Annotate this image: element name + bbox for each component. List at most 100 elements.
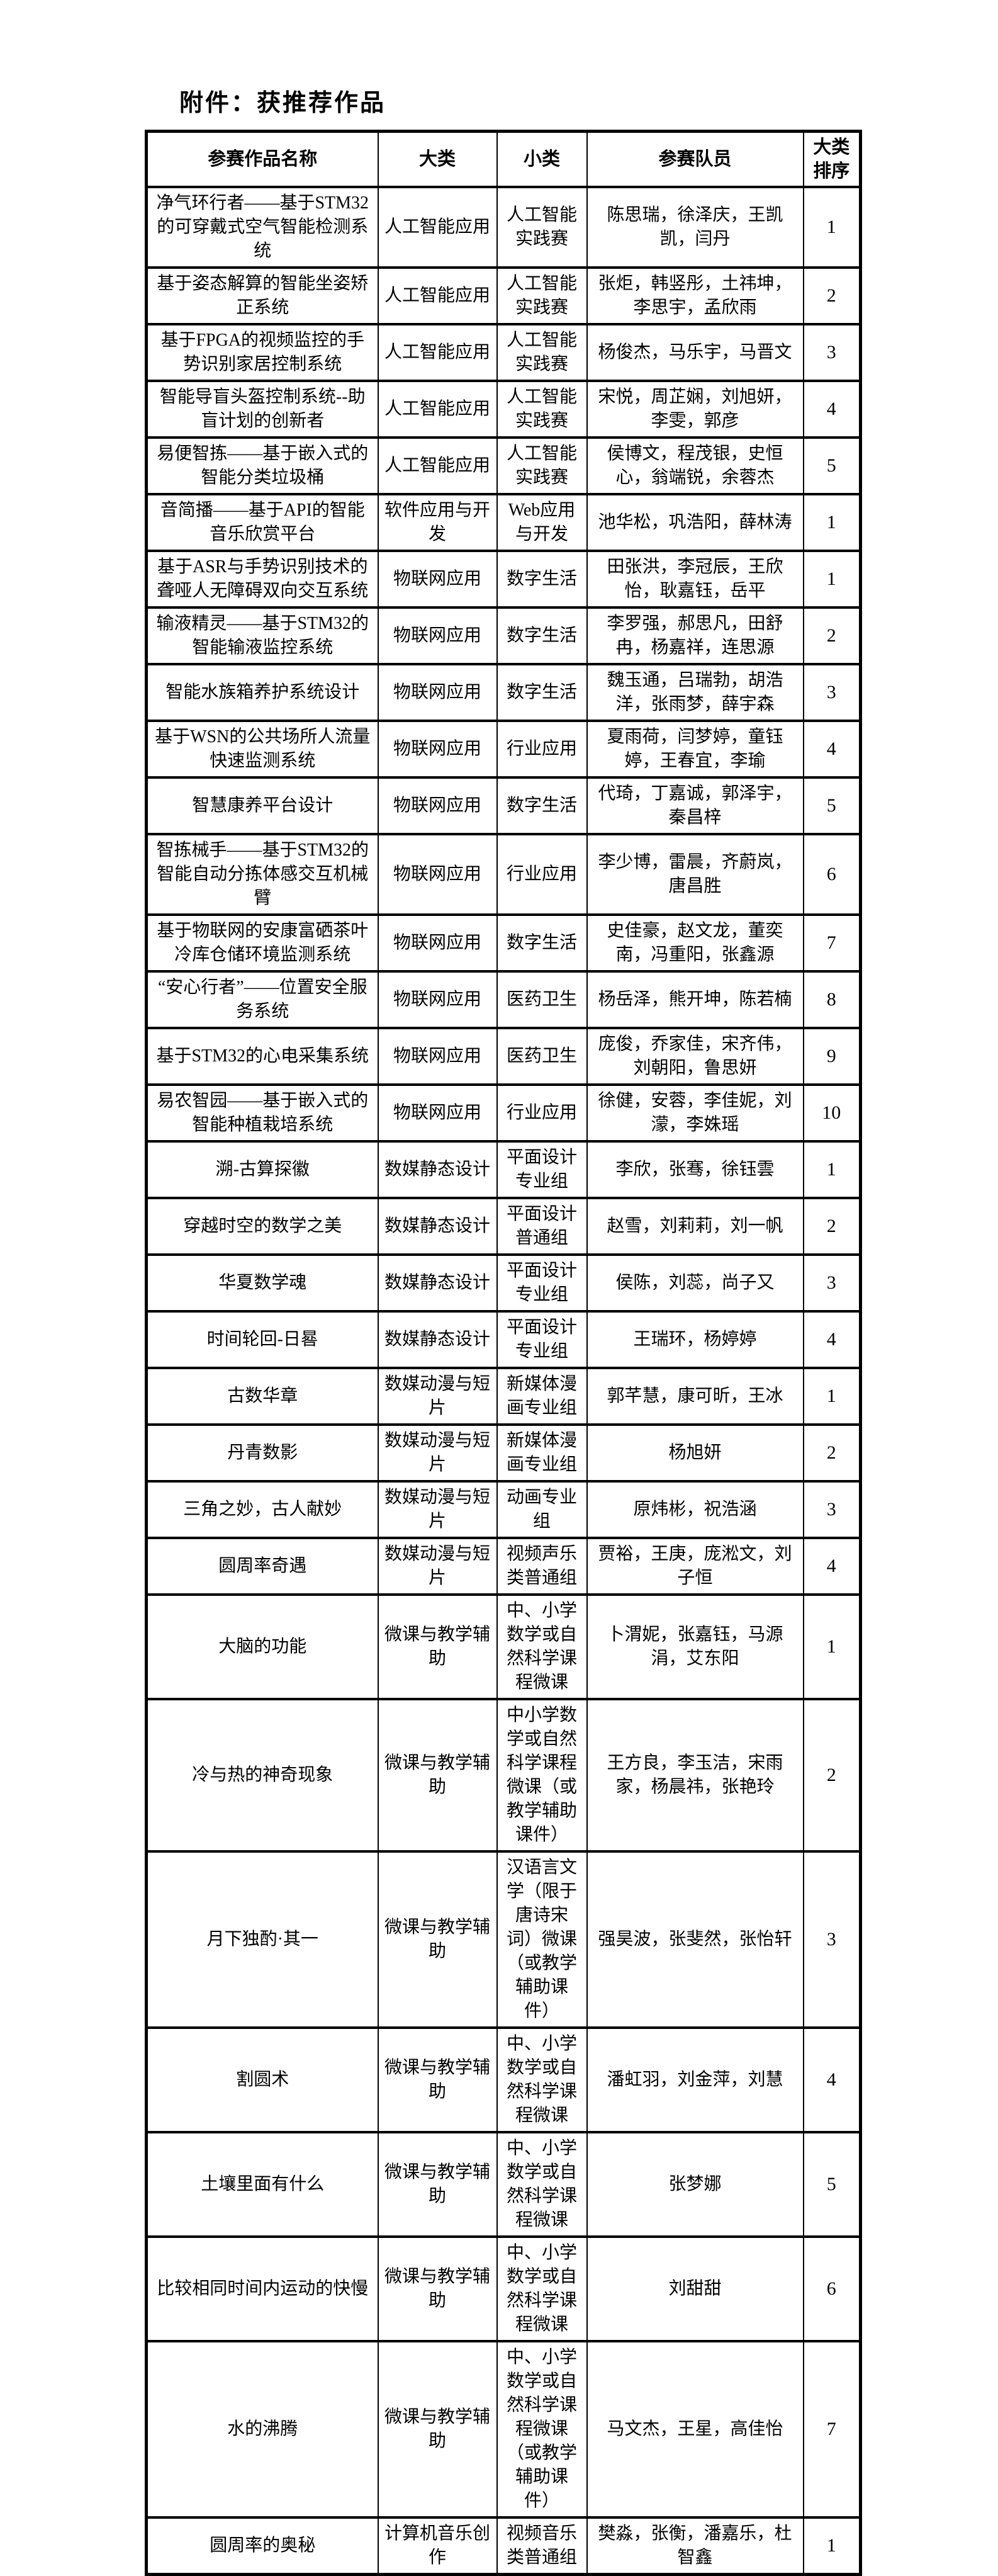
cell-subcategory: 平面设计专业组 <box>496 1140 588 1199</box>
cell-members: 张炬，韩竖彤，土祎坤，李思宇，孟欣雨 <box>586 266 804 325</box>
table-row: “安心行者”——位置安全服务系统 物联网应用 医药卫生 杨岳泽，熊开坤，陈若楠 … <box>145 970 861 1029</box>
table-row: 基于姿态解算的智能坐姿矫正系统 人工智能应用 人工智能实践赛 张炬，韩竖彤，土祎… <box>145 266 861 325</box>
cell-category: 数媒动漫与短片 <box>377 1480 498 1539</box>
cell-subcategory: 中小学数学或自然科学课程微课（或教学辅助课件） <box>496 1698 588 1853</box>
cell-category: 人工智能应用 <box>377 266 498 325</box>
cell-category: 物联网应用 <box>377 833 498 916</box>
cell-category-rank: 7 <box>802 2340 861 2519</box>
cell-subcategory: 人工智能实践赛 <box>496 323 588 382</box>
cell-work-name: 智拣械手——基于STM32的智能自动分拣体感交互机械臂 <box>145 833 379 916</box>
cell-work-name: 智能水族箱养护系统设计 <box>145 663 379 722</box>
table-row: 基于WSN的公共场所人流量快速监测系统 物联网应用 行业应用 夏雨荷，闫梦婷，童… <box>145 720 861 779</box>
table-row: 华夏数学魂 数媒静态设计 平面设计专业组 侯陈，刘蕊，尚子又 3 <box>145 1253 861 1313</box>
cell-subcategory: 数字生活 <box>496 913 588 973</box>
cell-work-name: 易农智园——基于嵌入式的智能种植栽培系统 <box>145 1083 379 1143</box>
cell-work-name: 华夏数学魂 <box>145 1253 379 1313</box>
cell-members: 夏雨荷，闫梦婷，童钰婷，王春宜，李瑜 <box>586 720 804 779</box>
cell-work-name: 比较相同时间内运动的快慢 <box>145 2235 379 2342</box>
cell-category: 物联网应用 <box>377 550 498 609</box>
table-row: 智慧康养平台设计 物联网应用 数字生活 代琦，丁嘉诚，郭泽宇，秦昌梓 5 <box>145 776 861 835</box>
table-row: 冷与热的神奇现象 微课与教学辅助 中小学数学或自然科学课程微课（或教学辅助课件）… <box>145 1698 861 1853</box>
cell-work-name: 丹青数影 <box>145 1423 379 1483</box>
table-header: 参赛作品名称 大类 小类 参赛队员 大类排序 <box>145 130 861 188</box>
cell-category: 微课与教学辅助 <box>377 2131 498 2238</box>
cell-work-name: 圆周率奇遇 <box>145 1537 379 1596</box>
table-row: 净气环行者——基于STM32的可穿戴式空气智能检测系统 人工智能应用 人工智能实… <box>145 186 861 269</box>
cell-category: 数媒动漫与短片 <box>377 1537 498 1596</box>
cell-category-rank: 1 <box>802 493 861 552</box>
cell-category: 人工智能应用 <box>377 380 498 439</box>
cell-subcategory: 中、小学数学或自然科学课程微课 <box>496 2131 588 2238</box>
cell-category: 物联网应用 <box>377 606 498 665</box>
table-row: 古数华章 数媒动漫与短片 新媒体漫画专业组 郭芊慧，康可昕，王冰 1 <box>145 1367 861 1426</box>
table-row: 基于ASR与手势识别技术的聋哑人无障碍双向交互系统 物联网应用 数字生活 田张洪… <box>145 550 861 609</box>
cell-subcategory: 新媒体漫画专业组 <box>496 1423 588 1483</box>
cell-subcategory: 医药卫生 <box>496 1027 588 1086</box>
cell-subcategory: 人工智能实践赛 <box>496 266 588 325</box>
cell-work-name: 月下独酌·其一 <box>145 1850 379 2029</box>
cell-subcategory: 平面设计专业组 <box>496 1310 588 1369</box>
cell-work-name: 三角之妙，古人献妙 <box>145 1480 379 1539</box>
cell-work-name: 易便智拣——基于嵌入式的智能分类垃圾桶 <box>145 436 379 495</box>
cell-subcategory: 行业应用 <box>496 833 588 916</box>
table-row: 溯-古算探徽 数媒静态设计 平面设计专业组 李欣，张骞，徐钰雲 1 <box>145 1140 861 1199</box>
table-header-row: 参赛作品名称 大类 小类 参赛队员 大类排序 <box>145 130 861 188</box>
cell-subcategory: 平面设计普通组 <box>496 1197 588 1256</box>
table-row: 圆周率的奥秘 计算机音乐创作 视频音乐类普通组 樊淼，张衡，潘嘉乐，杜智鑫 1 <box>145 2516 861 2576</box>
cell-work-name: 智慧康养平台设计 <box>145 776 379 835</box>
cell-subcategory: 数字生活 <box>496 550 588 609</box>
cell-category-rank: 5 <box>802 436 861 495</box>
cell-members: 田张洪，李冠辰，王欣怡，耿嘉钰，岳平 <box>586 550 804 609</box>
cell-subcategory: 中、小学数学或自然科学课程微课 <box>496 2235 588 2342</box>
cell-members: 侯博文，程茂银，史恒心，翁端锐，余蓉杰 <box>586 436 804 495</box>
cell-category: 物联网应用 <box>377 970 498 1029</box>
table-row: 输液精灵——基于STM32的智能输液监控系统 物联网应用 数字生活 李罗强，郝思… <box>145 606 861 665</box>
cell-category: 微课与教学辅助 <box>377 1593 498 1700</box>
cell-subcategory: 人工智能实践赛 <box>496 436 588 495</box>
cell-category-rank: 1 <box>802 1593 861 1700</box>
cell-category-rank: 2 <box>802 1197 861 1256</box>
cell-members: 杨岳泽，熊开坤，陈若楠 <box>586 970 804 1029</box>
cell-work-name: 净气环行者——基于STM32的可穿戴式空气智能检测系统 <box>145 186 379 269</box>
cell-work-name: 土壤里面有什么 <box>145 2131 379 2238</box>
column-header-work-name: 参赛作品名称 <box>145 130 379 188</box>
table-row: 三角之妙，古人献妙 数媒动漫与短片 动画专业组 原炜彬，祝浩涵 3 <box>145 1480 861 1539</box>
cell-category: 微课与教学辅助 <box>377 2026 498 2133</box>
cell-work-name: “安心行者”——位置安全服务系统 <box>145 970 379 1029</box>
column-header-category: 大类 <box>377 130 498 188</box>
cell-subcategory: 新媒体漫画专业组 <box>496 1367 588 1426</box>
cell-members: 原炜彬，祝浩涵 <box>586 1480 804 1539</box>
cell-category-rank: 8 <box>802 970 861 1029</box>
cell-category: 微课与教学辅助 <box>377 2235 498 2342</box>
column-header-category-rank: 大类排序 <box>802 130 861 188</box>
cell-members: 代琦，丁嘉诚，郭泽宇，秦昌梓 <box>586 776 804 835</box>
cell-subcategory: 中、小学数学或自然科学课程微课 <box>496 2026 588 2133</box>
table-row: 智能水族箱养护系统设计 物联网应用 数字生活 魏玉通，吕瑞勃，胡浩洋，张雨梦，薛… <box>145 663 861 722</box>
attachment-title: 附件：获推荐作品 <box>179 90 386 116</box>
cell-category: 数媒静态设计 <box>377 1197 498 1256</box>
cell-subcategory: 行业应用 <box>496 1083 588 1143</box>
table-row: 基于物联网的安康富硒茶叶冷库仓储环境监测系统 物联网应用 数字生活 史佳豪，赵文… <box>145 913 861 973</box>
cell-category-rank: 1 <box>802 550 861 609</box>
cell-category: 数媒动漫与短片 <box>377 1367 498 1426</box>
cell-category-rank: 4 <box>802 1537 861 1596</box>
cell-members: 杨旭妍 <box>586 1423 804 1483</box>
cell-work-name: 溯-古算探徽 <box>145 1140 379 1199</box>
cell-category: 数媒静态设计 <box>377 1253 498 1313</box>
cell-members: 杨俊杰，马乐宇，马晋文 <box>586 323 804 382</box>
cell-category: 数媒静态设计 <box>377 1140 498 1199</box>
cell-members: 庞俊，乔家佳，宋齐伟，刘朝阳，鲁思妍 <box>586 1027 804 1086</box>
table-row: 基于FPGA的视频监控的手势识别家居控制系统 人工智能应用 人工智能实践赛 杨俊… <box>145 323 861 382</box>
cell-subcategory: 数字生活 <box>496 663 588 722</box>
cell-category-rank: 6 <box>802 833 861 916</box>
cell-category: 物联网应用 <box>377 663 498 722</box>
table-body: 净气环行者——基于STM32的可穿戴式空气智能检测系统 人工智能应用 人工智能实… <box>145 186 861 2576</box>
cell-subcategory: 汉语言文学（限于唐诗宋词）微课（或教学辅助课件） <box>496 1850 588 2029</box>
cell-members: 卜渭妮，张嘉钰，马源涓，艾东阳 <box>586 1593 804 1700</box>
column-header-members: 参赛队员 <box>586 130 804 188</box>
cell-subcategory: 人工智能实践赛 <box>496 380 588 439</box>
cell-members: 魏玉通，吕瑞勃，胡浩洋，张雨梦，薛宇森 <box>586 663 804 722</box>
cell-category-rank: 4 <box>802 1310 861 1369</box>
cell-category: 软件应用与开发 <box>377 493 498 552</box>
cell-category-rank: 5 <box>802 776 861 835</box>
